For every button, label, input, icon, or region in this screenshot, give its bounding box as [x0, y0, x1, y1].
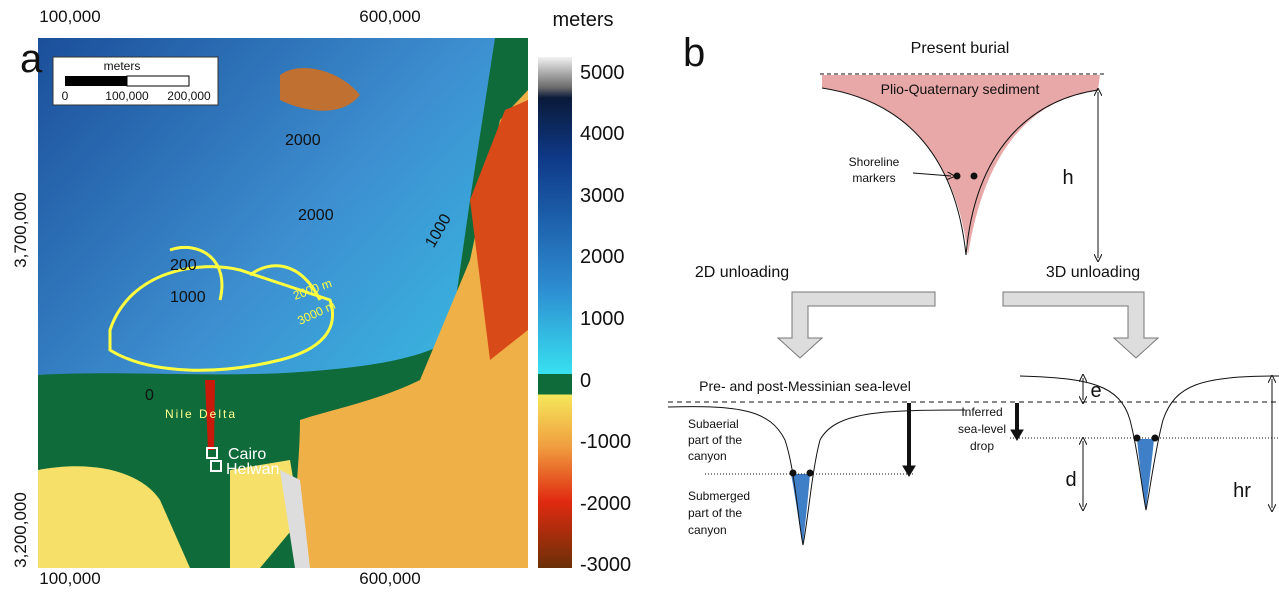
- diagram: [668, 74, 1279, 545]
- scale-label: 200,000: [167, 89, 211, 103]
- contour-label: 0: [145, 387, 154, 404]
- colorbar-title: meters: [552, 9, 613, 31]
- contour-label: 2000: [298, 207, 334, 224]
- colorbar-tick: -1000: [580, 431, 631, 453]
- line: Submerged: [688, 489, 750, 503]
- colorbar-tick: -2000: [580, 493, 631, 515]
- line: Inferred: [961, 405, 1002, 419]
- contour-label: 1000: [170, 289, 206, 306]
- line: canyon: [688, 523, 727, 537]
- colorbar-tick: 5000: [580, 62, 625, 84]
- label: hr: [1233, 480, 1251, 502]
- y-label: 3,200,000: [11, 492, 30, 568]
- colorbar-tick: 3000: [580, 185, 625, 207]
- label: 2D unloading: [695, 264, 789, 281]
- panel-label: b: [683, 31, 705, 75]
- map: [38, 38, 572, 568]
- label: Pre- and post-Messinian sea-level: [699, 378, 911, 394]
- label: e: [1090, 380, 1101, 402]
- label: h: [1062, 167, 1073, 189]
- scale-title: meters: [104, 59, 141, 73]
- colorbar-tick: 2000: [580, 246, 625, 268]
- colorbar-tick: 0: [580, 370, 591, 392]
- label: Plio-Quaternary sediment: [881, 81, 1040, 97]
- line: part of the: [688, 433, 742, 447]
- line: sea-level: [958, 422, 1006, 436]
- x-label: 600,000: [359, 7, 420, 26]
- label: d: [1065, 469, 1076, 491]
- scale-label: 0: [62, 89, 69, 103]
- line: canyon: [688, 449, 727, 463]
- line: Shoreline: [849, 155, 900, 169]
- y-label: 3,700,000: [11, 192, 30, 268]
- label: Shoreline markers: [849, 155, 900, 185]
- figure: 100,000 600,000 100,000 600,000 3,700,00…: [0, 0, 1279, 589]
- colorbar-tick: 4000: [580, 123, 625, 145]
- label: Present burial: [911, 40, 1010, 57]
- x-label: 100,000: [39, 569, 100, 588]
- x-label: 100,000: [39, 7, 100, 26]
- panel-label: a: [20, 37, 43, 81]
- scale-label: 100,000: [105, 89, 149, 103]
- label: Inferred sea-level drop: [958, 405, 1006, 453]
- label: 3D unloading: [1046, 264, 1140, 281]
- line: markers: [852, 171, 895, 185]
- place-label: Nile Delta: [165, 407, 237, 421]
- contour-label: 200: [170, 257, 197, 274]
- colorbar-tick: 1000: [580, 308, 625, 330]
- line: Subaerial: [688, 417, 739, 431]
- contour-label: 2000: [285, 132, 321, 149]
- line: drop: [970, 439, 994, 453]
- colorbar-tick: -3000: [580, 554, 631, 576]
- label: Submerged part of the canyon: [688, 489, 750, 537]
- place-label: Helwan: [226, 461, 279, 478]
- line: part of the: [688, 506, 742, 520]
- x-label: 600,000: [359, 569, 420, 588]
- label: Subaerial part of the canyon: [688, 417, 742, 463]
